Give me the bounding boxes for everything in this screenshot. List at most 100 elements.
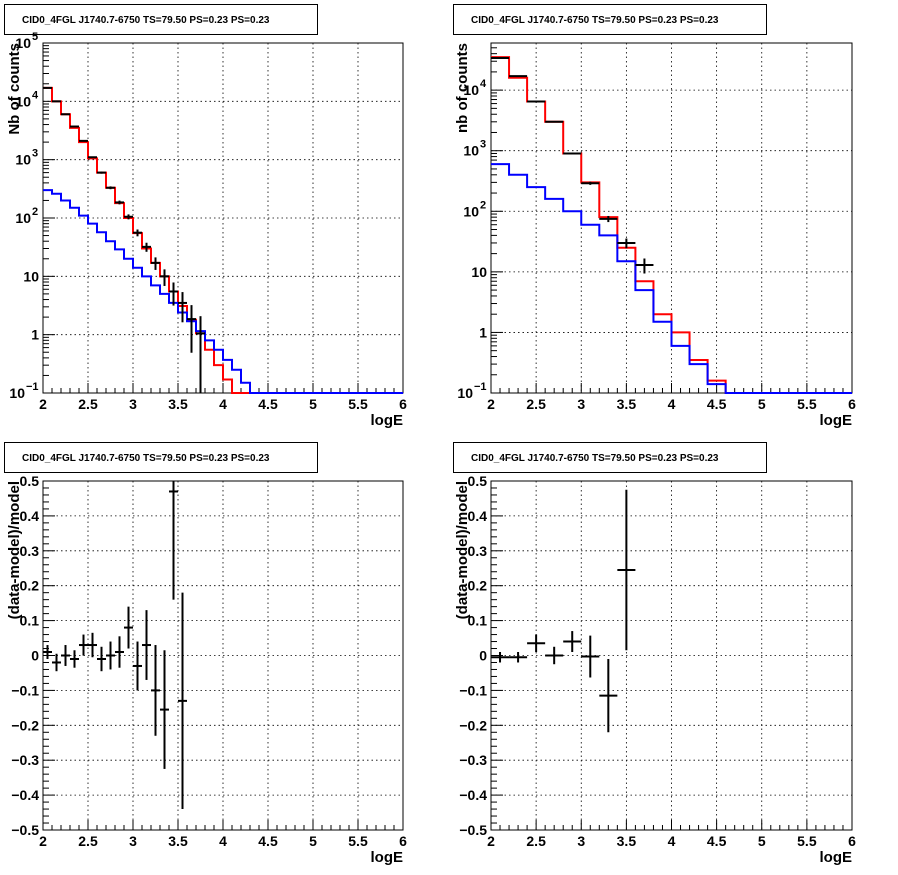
data-point xyxy=(635,258,654,274)
data-point xyxy=(79,139,88,142)
data-point xyxy=(61,645,70,666)
x-tick-label: 4 xyxy=(668,833,676,849)
y-tick-label: 0.1 xyxy=(468,613,488,629)
x-tick-label: 5.5 xyxy=(797,396,817,412)
y-tick-label: 10 xyxy=(457,385,473,401)
x-tick-label: 6 xyxy=(399,396,407,412)
y-tick-label: 1 xyxy=(31,327,39,343)
y-ticks xyxy=(43,480,55,831)
x-ticks xyxy=(490,383,853,393)
x-tick-label: 4 xyxy=(668,396,676,412)
x-tick-label: 3.5 xyxy=(617,396,637,412)
y-axis-label: nb of counts xyxy=(454,43,471,133)
x-tick-label: 4.5 xyxy=(707,833,727,849)
data-point xyxy=(115,636,124,668)
data-point xyxy=(169,481,178,600)
y-tick-label: 10 xyxy=(471,264,487,280)
data-points xyxy=(43,86,205,393)
y-tick-label: 0.1 xyxy=(20,613,40,629)
data-point xyxy=(70,650,79,668)
y-tick-label: 10 xyxy=(9,385,25,401)
data-point xyxy=(160,269,169,286)
x-tick-label: 3 xyxy=(129,396,137,412)
title-box xyxy=(453,442,767,473)
histogram-series-2 xyxy=(491,163,852,394)
data-point xyxy=(563,631,582,653)
x-tick-label: 4.5 xyxy=(258,833,278,849)
y-tick-label: 0.5 xyxy=(20,473,40,489)
y-tick-label: −0.3 xyxy=(459,752,487,768)
y-tick-label: 0.4 xyxy=(20,508,40,524)
x-tick-label: 2 xyxy=(487,833,495,849)
title-box xyxy=(4,4,318,35)
chart-3: CID0_4FGL J1740.7-6750 TS=79.50 PS=0.23 … xyxy=(4,442,407,866)
x-tick-label: 4.5 xyxy=(707,396,727,412)
x-tick-label: 3 xyxy=(577,833,585,849)
data-point xyxy=(61,113,70,116)
data-point xyxy=(52,653,61,672)
y-tick-label: −0.2 xyxy=(11,717,39,733)
chart-4: CID0_4FGL J1740.7-6750 TS=79.50 PS=0.23 … xyxy=(453,442,856,866)
data-point xyxy=(599,658,618,733)
grid xyxy=(43,43,403,393)
data-point xyxy=(491,652,510,663)
y-tick-label: 10 xyxy=(463,143,479,159)
data-point xyxy=(97,171,106,174)
data-point xyxy=(151,645,160,736)
x-tick-label: 5.5 xyxy=(348,396,368,412)
x-axis-label: logE xyxy=(820,412,853,429)
chart-title: CID0_4FGL J1740.7-6750 TS=79.50 PS=0.23 … xyxy=(471,453,719,464)
data-point xyxy=(527,634,546,653)
x-ticks xyxy=(42,383,404,393)
y-tick-exponent: 3 xyxy=(32,148,38,160)
y-tick-exponent: −1 xyxy=(474,381,487,393)
data-point xyxy=(133,641,142,691)
x-tick-label: 3.5 xyxy=(168,396,188,412)
data-point xyxy=(178,592,187,810)
x-tick-label: 5 xyxy=(758,396,766,412)
data-point xyxy=(545,646,564,665)
data-point xyxy=(151,257,160,270)
data-point xyxy=(133,229,142,237)
y-tick-label: −0.2 xyxy=(459,717,487,733)
y-tick-exponent: 3 xyxy=(480,139,486,151)
y-tick-label: 0 xyxy=(479,648,487,664)
x-tick-label: 2.5 xyxy=(78,396,98,412)
y-tick-label: −0.4 xyxy=(11,787,39,803)
x-tick-label: 3.5 xyxy=(168,833,188,849)
y-ticks xyxy=(491,42,503,394)
data-point xyxy=(52,100,61,103)
y-axis-label: Nb of counts xyxy=(6,43,23,135)
y-tick-label: 0.2 xyxy=(468,578,488,594)
x-tick-label: 2 xyxy=(487,396,495,412)
y-axis-label: (data-model)/model xyxy=(454,481,471,619)
x-ticks xyxy=(490,820,853,830)
title-box xyxy=(4,442,318,473)
data-point xyxy=(124,214,133,220)
data-point xyxy=(70,125,79,128)
data-point xyxy=(106,186,115,190)
x-tick-label: 2 xyxy=(39,396,47,412)
y-tick-exponent: −1 xyxy=(26,381,39,393)
x-tick-label: 6 xyxy=(848,833,856,849)
y-tick-exponent: 2 xyxy=(32,206,38,218)
y-tick-label: 10 xyxy=(15,152,31,168)
data-point xyxy=(178,292,187,323)
chart-2: CID0_4FGL J1740.7-6750 TS=79.50 PS=0.23 … xyxy=(453,4,856,429)
data-point xyxy=(160,650,169,769)
y-tick-label: 1 xyxy=(479,324,487,340)
y-axis-label: (data-model)/model xyxy=(6,481,23,619)
x-tick-label: 5.5 xyxy=(348,833,368,849)
x-tick-label: 2.5 xyxy=(526,833,546,849)
y-tick-label: 10 xyxy=(463,203,479,219)
data-point xyxy=(509,652,528,663)
data-point xyxy=(88,632,97,658)
x-axis-label: logE xyxy=(371,412,404,429)
data-point xyxy=(142,242,151,252)
data-point xyxy=(142,610,151,680)
data-point xyxy=(169,282,178,306)
grid xyxy=(491,481,852,830)
x-tick-label: 2.5 xyxy=(526,396,546,412)
x-tick-label: 5 xyxy=(309,833,317,849)
x-tick-label: 3 xyxy=(577,396,585,412)
